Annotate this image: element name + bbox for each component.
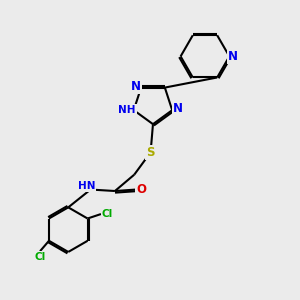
Text: HN: HN [78, 181, 95, 191]
Text: O: O [136, 183, 146, 196]
Text: Cl: Cl [34, 252, 46, 262]
Text: N: N [228, 50, 238, 63]
Text: N: N [172, 102, 182, 115]
Text: NH: NH [118, 105, 136, 115]
Text: S: S [146, 146, 155, 159]
Text: N: N [131, 80, 141, 93]
Text: Cl: Cl [102, 209, 113, 219]
